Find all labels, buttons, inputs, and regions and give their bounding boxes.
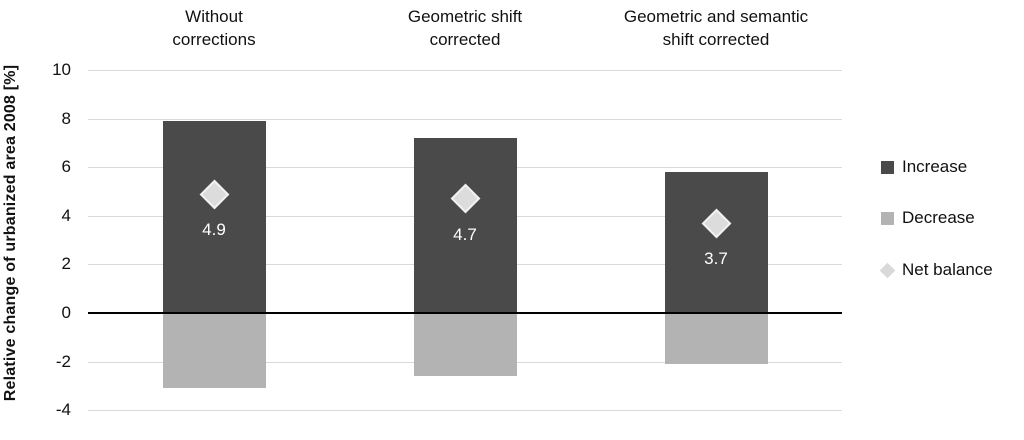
gridline xyxy=(88,410,842,411)
decrease-bar xyxy=(664,313,768,364)
y-tick-label: 10 xyxy=(52,60,71,79)
legend-item: Decrease xyxy=(881,206,975,230)
increase-bar xyxy=(413,138,517,313)
y-tick-label: 8 xyxy=(61,109,71,128)
net-balance-value-label: 3.7 xyxy=(704,249,728,268)
increase-bar xyxy=(162,121,266,313)
category-label: Geometric and semantic shift corrected xyxy=(623,7,809,49)
net-balance-value-label: 4.9 xyxy=(202,220,226,239)
legend-item: Net balance xyxy=(879,258,993,282)
gridline xyxy=(88,119,842,120)
y-tick-label: 6 xyxy=(61,157,71,176)
y-tick-label: 0 xyxy=(61,303,71,322)
legend-square-icon xyxy=(881,160,894,174)
y-tick-label: 4 xyxy=(61,206,71,225)
legend-label: Net balance xyxy=(902,260,993,279)
category-label: Geometric shift corrected xyxy=(407,7,523,49)
legend-square-icon xyxy=(881,211,894,225)
legend-diamond-icon xyxy=(879,262,896,278)
y-tick-label: 2 xyxy=(61,254,71,273)
legend-label: Decrease xyxy=(902,208,975,227)
y-tick-label: -4 xyxy=(55,400,71,419)
legend-label: Increase xyxy=(902,157,968,176)
decrease-bar xyxy=(162,313,266,388)
increase-bar xyxy=(664,172,768,313)
category-label: Without corrections xyxy=(172,7,256,49)
legend-item: Increase xyxy=(881,155,967,179)
y-tick-label: -2 xyxy=(55,352,71,371)
zero-axis-line xyxy=(88,312,842,314)
gridline xyxy=(88,70,842,71)
decrease-bar xyxy=(413,313,517,376)
net-balance-value-label: 4.7 xyxy=(453,225,477,244)
